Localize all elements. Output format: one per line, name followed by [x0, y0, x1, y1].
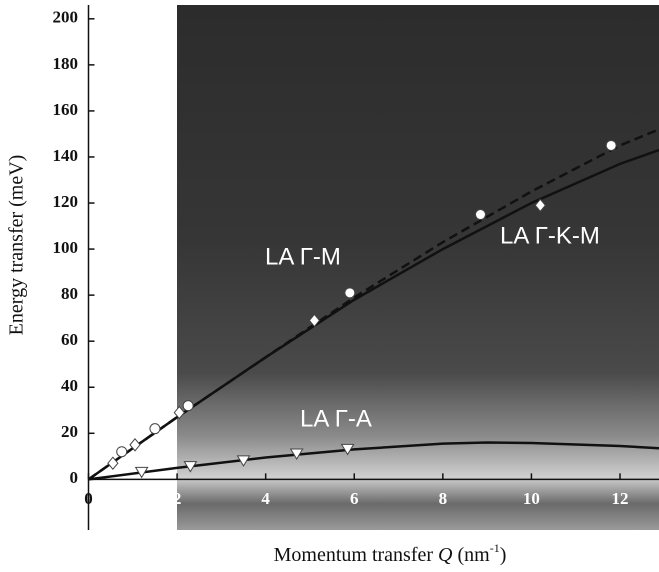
marker	[149, 423, 161, 435]
marker	[534, 198, 546, 213]
y-tick-label: 0	[70, 468, 79, 487]
marker	[129, 438, 141, 452]
x-tick-label: 6	[350, 489, 359, 508]
x-axis-label-part: Momentum transfer	[274, 544, 438, 566]
y-tick-label: 100	[53, 238, 79, 257]
y-tick-label: 160	[53, 100, 79, 119]
x-axis-label-part: Q	[438, 544, 453, 566]
x-axis-label: Momentum transfer Q (nm-1)	[274, 541, 507, 566]
y-tick-label: 140	[53, 146, 79, 165]
marker	[173, 405, 185, 420]
marker	[183, 461, 198, 473]
y-tick-label: 200	[53, 8, 79, 27]
y-tick-label: 120	[53, 192, 79, 211]
annotation: LA Γ-A	[300, 405, 372, 432]
marker	[344, 287, 356, 299]
x-axis-label-part: -1	[490, 541, 500, 555]
x-tick-label: 2	[173, 489, 182, 508]
y-tick-label: 80	[61, 284, 78, 303]
curve	[88, 441, 659, 481]
x-axis-label-part: )	[500, 544, 507, 566]
y-axis-label: Energy transfer (meV)	[6, 155, 28, 336]
y-tick-label: 60	[61, 330, 78, 349]
x-tick-label: 8	[439, 489, 448, 508]
x-tick-label: 12	[612, 489, 629, 508]
marker	[474, 209, 486, 221]
x-axis-label-part: (nm	[452, 544, 490, 566]
marker	[236, 455, 251, 467]
x-tick-label: 10	[523, 489, 540, 508]
marker	[340, 443, 355, 456]
marker	[289, 448, 304, 460]
marker	[605, 139, 617, 151]
x-tick-label: 4	[261, 489, 270, 508]
marker	[134, 466, 149, 479]
annotation: LA Γ-K-M	[500, 222, 600, 249]
y-tick-label: 40	[61, 376, 78, 395]
marker	[116, 446, 128, 458]
marker	[107, 456, 119, 471]
marker	[182, 400, 194, 412]
annotation: LA Γ-M	[265, 243, 341, 270]
intensity-map	[177, 5, 659, 530]
marker	[308, 313, 321, 328]
y-tick-label: 20	[61, 422, 78, 441]
x-tick-label: 0	[84, 489, 93, 508]
y-tick-label: 180	[53, 54, 79, 73]
